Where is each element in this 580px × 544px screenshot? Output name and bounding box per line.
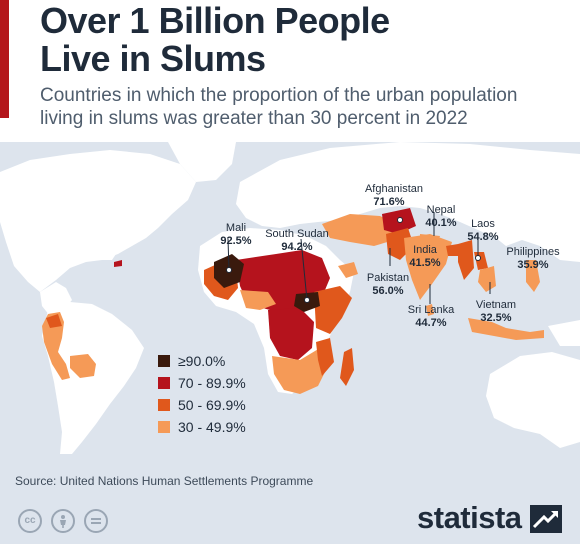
cc-icon[interactable]: cc	[18, 509, 42, 533]
region-west-coast	[240, 290, 276, 310]
afghanistan-marker	[397, 217, 403, 223]
legend-swatch	[158, 377, 170, 389]
label-afghanistan-value: 71.6%	[373, 196, 404, 208]
label-philippines-name: Philippines	[506, 246, 560, 258]
region-southern-africa	[272, 348, 328, 394]
country-cuba	[96, 254, 116, 260]
world-map: Mali 92.5% South Sudan 94.2% Afghanistan…	[0, 142, 580, 454]
label-india-name: India	[413, 244, 438, 256]
landmass-australia	[486, 352, 580, 448]
landmass-greenland	[168, 142, 236, 182]
label-nepal-value: 40.1%	[425, 217, 456, 229]
page-subtitle: Countries in which the proportion of the…	[40, 84, 570, 130]
legend-swatch	[158, 421, 170, 433]
mali-marker	[226, 267, 232, 273]
legend-swatch	[158, 399, 170, 411]
label-south-sudan-value: 94.2%	[281, 241, 312, 253]
statista-logo-text[interactable]: statista	[417, 500, 522, 535]
label-mali-value: 92.5%	[220, 235, 251, 247]
country-sri-lanka	[426, 304, 434, 316]
landmass-north-america	[0, 150, 196, 292]
landmass-papua	[548, 320, 580, 346]
region-middle-east	[322, 214, 398, 246]
laos-marker	[475, 255, 481, 261]
region-east-africa	[314, 286, 352, 334]
label-vietnam-value: 32.5%	[480, 312, 511, 324]
legend-label: 50 - 69.9%	[178, 397, 246, 413]
title-line-1: Over 1 Billion People	[40, 0, 390, 41]
label-mali-name: Mali	[226, 222, 246, 234]
landmass-south-america	[42, 302, 144, 454]
title-accent-bar	[0, 0, 9, 118]
legend-item-70-89: 70 - 89.9%	[158, 374, 246, 392]
label-philippines-value: 35.9%	[517, 259, 548, 271]
legend-item-90-plus: ≥90.0%	[158, 352, 225, 370]
country-bangladesh	[446, 244, 458, 256]
label-south-sudan-name: South Sudan	[265, 228, 329, 240]
label-india-value: 41.5%	[409, 257, 440, 269]
label-sri-lanka-name: Sri Lanka	[408, 304, 455, 316]
country-india	[404, 234, 452, 300]
label-nepal-name: Nepal	[427, 204, 456, 216]
title-line-2: Live in Slums	[40, 38, 266, 79]
country-myanmar	[458, 240, 474, 280]
region-central-africa	[268, 308, 314, 360]
legend-item-50-69: 50 - 69.9%	[158, 396, 246, 414]
label-sri-lanka-value: 44.7%	[415, 317, 446, 329]
landmass-eurasia	[236, 142, 580, 262]
country-bolivia	[70, 354, 96, 378]
mali-leader-line	[227, 238, 230, 271]
country-colombia	[46, 314, 62, 328]
legend-swatch	[158, 355, 170, 367]
country-cambodia-vietnam	[478, 266, 496, 292]
country-madagascar	[340, 348, 354, 386]
label-pakistan-value: 56.0%	[372, 285, 403, 297]
legend-label: 70 - 89.9%	[178, 375, 246, 391]
subtitle-line-2: living in slums was greater than 30 perc…	[40, 108, 468, 129]
legend-label: ≥90.0%	[178, 353, 226, 369]
label-laos-value: 54.8%	[467, 231, 498, 243]
statista-logo-icon[interactable]	[530, 505, 562, 533]
region-mozambique	[316, 338, 334, 376]
label-pakistan-name: Pakistan	[367, 272, 409, 284]
country-nepal	[420, 234, 440, 242]
south-sudan-leader-line	[300, 238, 308, 301]
country-ecuador-peru	[42, 312, 70, 380]
no-derivatives-icon[interactable]	[84, 509, 108, 533]
country-haiti	[114, 260, 122, 267]
source-note: Source: United Nations Human Settlements…	[15, 474, 314, 488]
label-laos-name: Laos	[471, 218, 495, 230]
page-title: Over 1 Billion People Live in Slums	[40, 2, 560, 78]
attribution-icon[interactable]	[51, 509, 75, 533]
country-philippines	[526, 260, 540, 292]
label-vietnam-name: Vietnam	[476, 299, 516, 311]
legend-label: 30 - 49.9%	[178, 419, 246, 435]
country-yemen-region	[338, 262, 358, 278]
legend-item-30-49: 30 - 49.9%	[158, 418, 246, 436]
subtitle-line-1: Countries in which the proportion of the…	[40, 85, 518, 106]
landmass-indonesia	[468, 318, 544, 340]
label-afghanistan-name: Afghanistan	[365, 183, 423, 195]
south-sudan-marker	[304, 297, 310, 303]
